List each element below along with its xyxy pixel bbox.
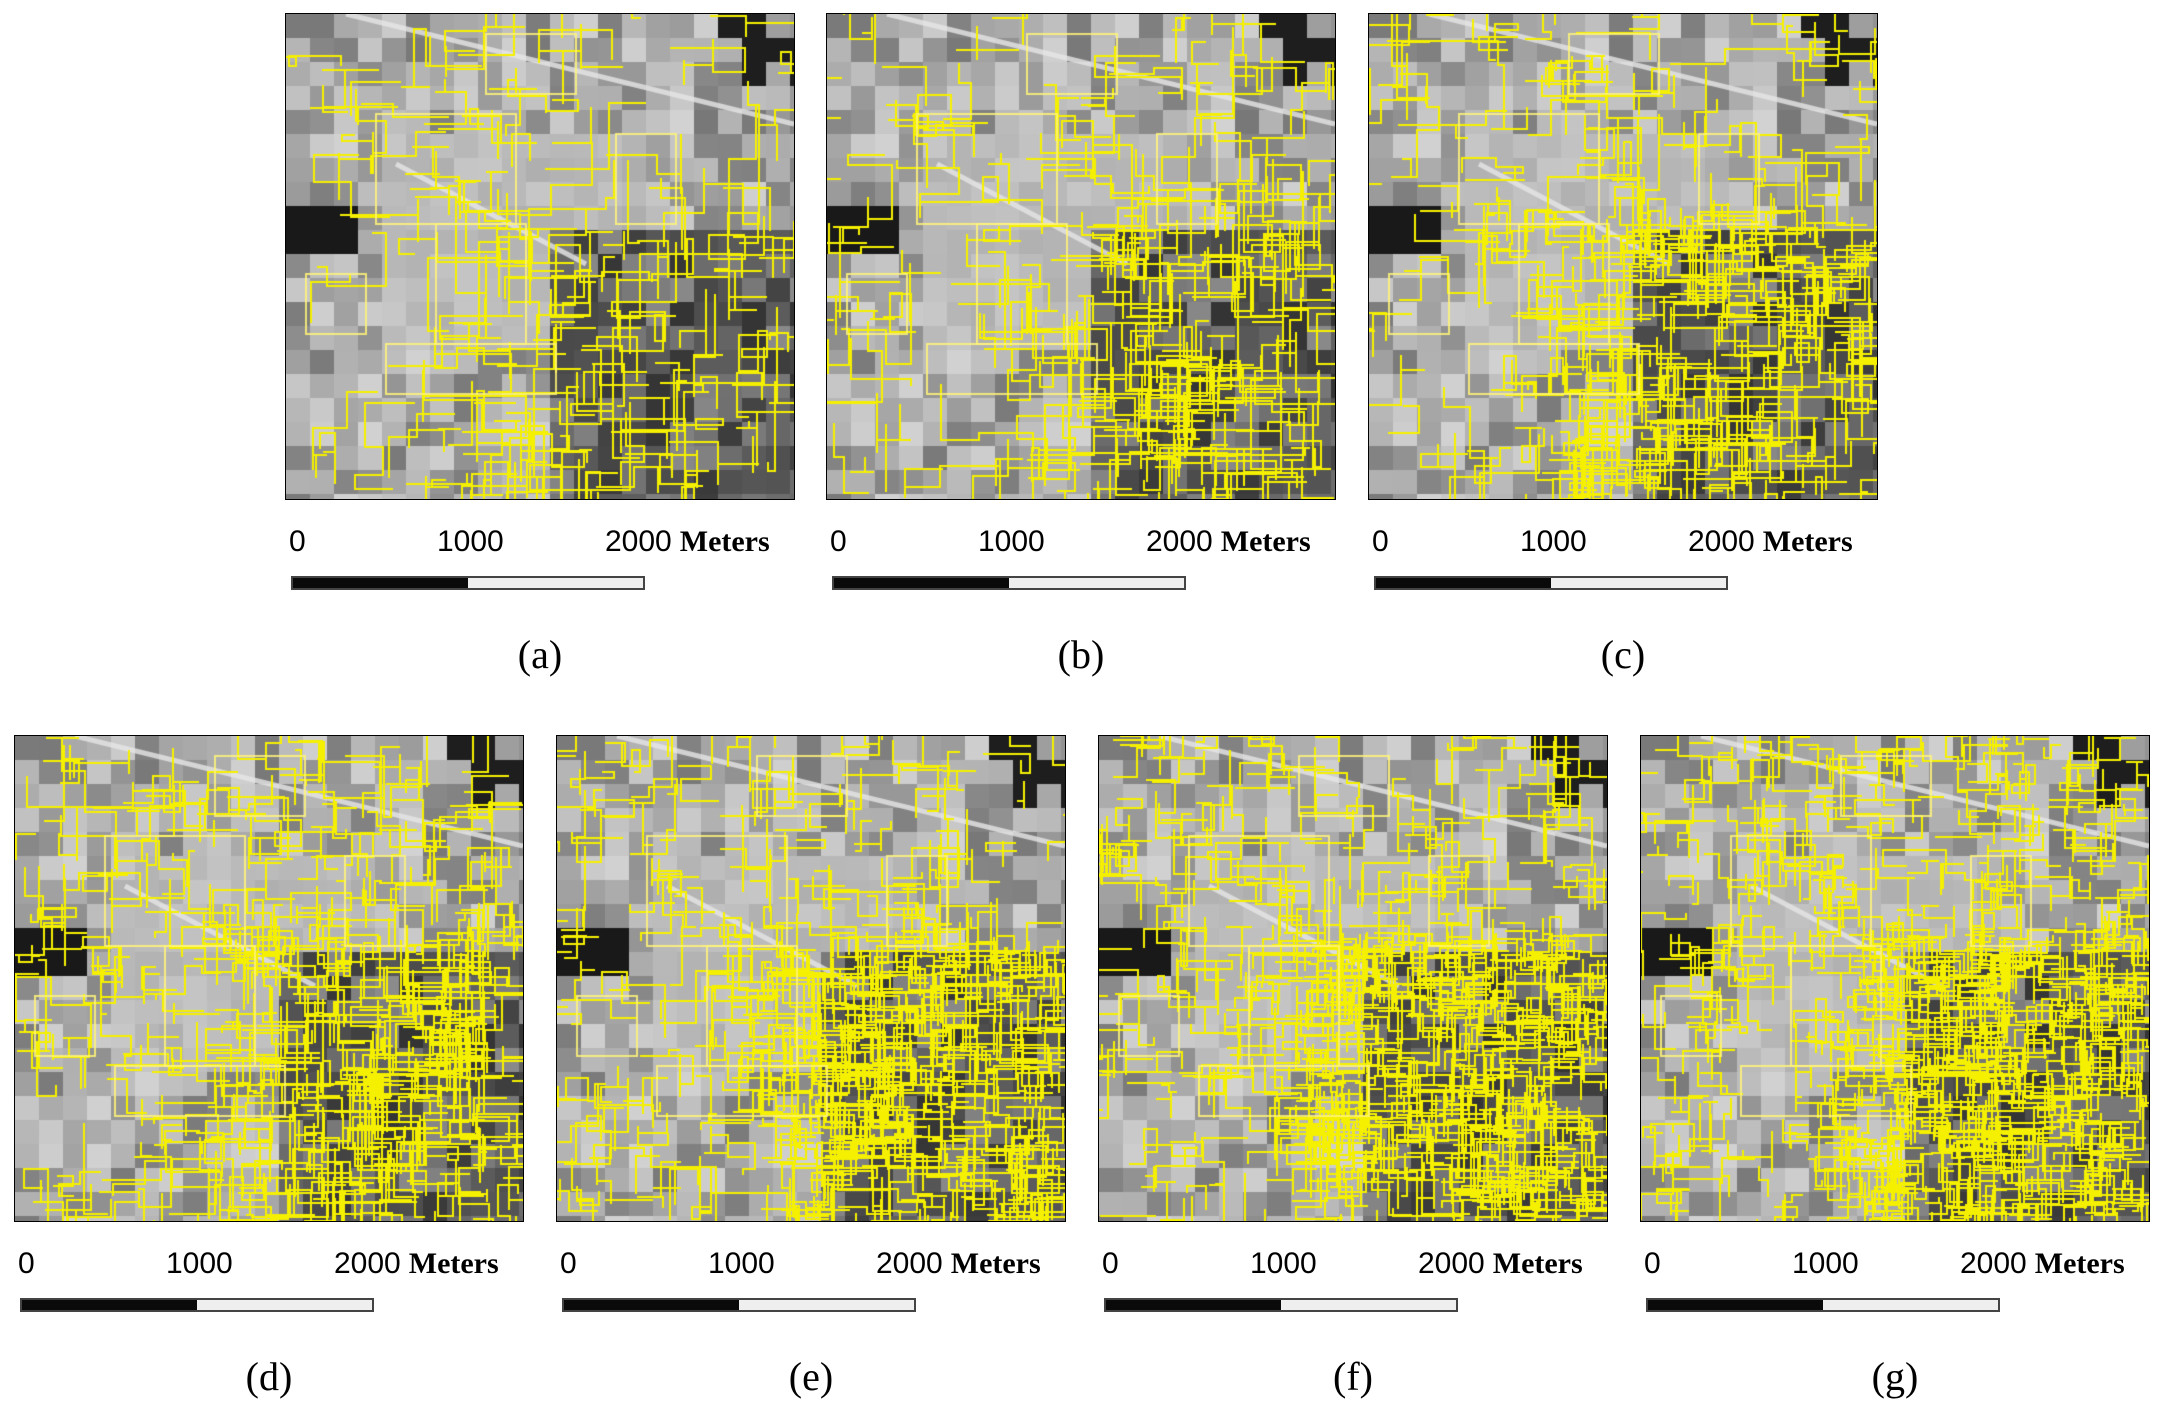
scale-label-1000: 1000	[978, 525, 1045, 558]
scale-bar-d	[20, 1298, 374, 1312]
scale-labels-g: 0 1000 2000 Meters	[1644, 1247, 2150, 1287]
scale-label-2000: 2000 Meters	[1146, 525, 1311, 558]
scale-label-1000: 1000	[1792, 1247, 1859, 1280]
scale-label-1000: 1000	[166, 1247, 233, 1280]
scale-bar-a	[291, 576, 645, 590]
scale-bar-c	[1374, 576, 1728, 590]
map-canvas-g	[1641, 736, 2149, 1221]
scale-label-1000: 1000	[437, 525, 504, 558]
scale-labels-e: 0 1000 2000 Meters	[560, 1247, 1066, 1287]
scale-label-2000: 2000 Meters	[334, 1247, 499, 1280]
scale-label-0: 0	[830, 525, 847, 558]
scale-label-0: 0	[1372, 525, 1389, 558]
segmentation-map-g	[1640, 735, 2150, 1222]
scale-label-2000: 2000 Meters	[1688, 525, 1853, 558]
caption-f: (f)	[1333, 1354, 1373, 1399]
scale-labels-c: 0 1000 2000 Meters	[1372, 525, 1878, 565]
scale-label-0: 0	[1644, 1247, 1661, 1280]
scale-label-0: 0	[1102, 1247, 1119, 1280]
scale-label-2000: 2000 Meters	[605, 525, 770, 558]
scale-labels-b: 0 1000 2000 Meters	[830, 525, 1336, 565]
scale-label-0: 0	[289, 525, 306, 558]
map-canvas-b	[827, 14, 1335, 499]
scale-label-0: 0	[560, 1247, 577, 1280]
scale-label-1000: 1000	[708, 1247, 775, 1280]
scale-bar-g	[1646, 1298, 2000, 1312]
map-canvas-f	[1099, 736, 1607, 1221]
map-canvas-d	[15, 736, 523, 1221]
scale-bar-b	[832, 576, 1186, 590]
caption-d: (d)	[245, 1354, 293, 1399]
scale-unit: Meters	[1762, 525, 1853, 558]
map-canvas-a	[286, 14, 794, 499]
segmentation-map-b	[826, 13, 1336, 500]
scale-labels-f: 0 1000 2000 Meters	[1102, 1247, 1608, 1287]
segmentation-map-c	[1368, 13, 1878, 500]
caption-c: (c)	[1600, 632, 1646, 677]
segmentation-map-e	[556, 735, 1066, 1222]
scale-label-1000: 1000	[1520, 525, 1587, 558]
caption-g: (g)	[1871, 1354, 1919, 1399]
scale-label-1000: 1000	[1250, 1247, 1317, 1280]
map-canvas-e	[557, 736, 1065, 1221]
segmentation-map-a	[285, 13, 795, 500]
scale-labels-a: 0 1000 2000 Meters	[289, 525, 795, 565]
scale-bar-e	[562, 1298, 916, 1312]
scale-unit: Meters	[679, 525, 770, 558]
segmentation-map-f	[1098, 735, 1608, 1222]
map-canvas-c	[1369, 14, 1877, 499]
scale-label-2000: 2000 Meters	[876, 1247, 1041, 1280]
scale-bar-f	[1104, 1298, 1458, 1312]
scale-label-2000: 2000 Meters	[1960, 1247, 2125, 1280]
scale-unit: Meters	[408, 1247, 499, 1280]
scale-unit: Meters	[2034, 1247, 2125, 1280]
scale-label-0: 0	[18, 1247, 35, 1280]
caption-b: (b)	[1057, 632, 1105, 677]
scale-unit: Meters	[950, 1247, 1041, 1280]
scale-unit: Meters	[1492, 1247, 1583, 1280]
scale-unit: Meters	[1220, 525, 1311, 558]
scale-labels-d: 0 1000 2000 Meters	[18, 1247, 524, 1287]
caption-e: (e)	[788, 1354, 834, 1399]
caption-a: (a)	[517, 632, 563, 677]
segmentation-map-d	[14, 735, 524, 1222]
scale-label-2000: 2000 Meters	[1418, 1247, 1583, 1280]
